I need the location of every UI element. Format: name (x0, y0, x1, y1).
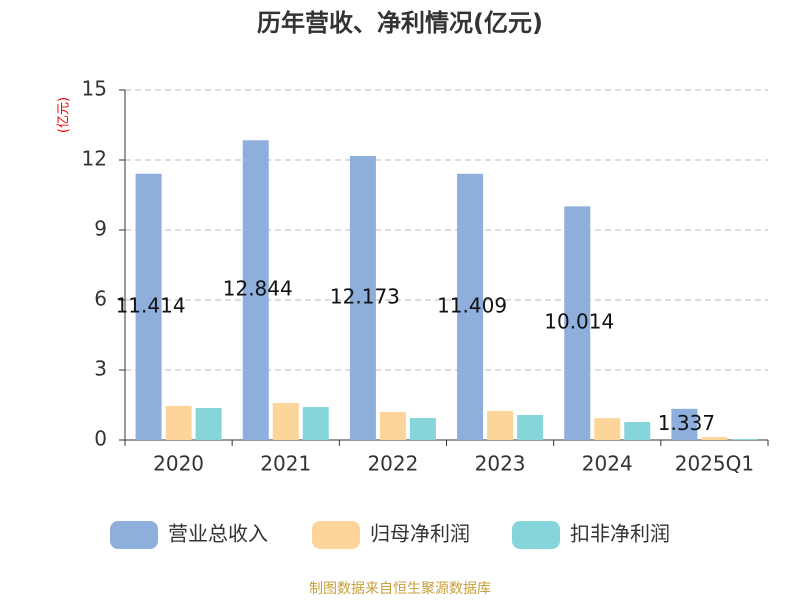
legend-label: 扣非净利润 (570, 522, 670, 546)
legend-swatch (110, 521, 158, 549)
x-tick-label: 2022 (367, 452, 418, 476)
legend-label: 归母净利润 (370, 522, 470, 546)
legend-swatch (312, 521, 360, 549)
bar (564, 206, 591, 440)
bar (594, 418, 621, 440)
bar (379, 412, 406, 440)
y-tick-label: 3 (94, 357, 107, 381)
x-tick-label: 2021 (260, 452, 311, 476)
value-label: 10.014 (544, 310, 614, 334)
chart-title: 历年营收、净利情况(亿元) (257, 9, 543, 37)
y-tick-label: 9 (94, 217, 107, 241)
value-label: 11.414 (116, 293, 186, 317)
bar (409, 418, 436, 440)
y-tick-label: 15 (82, 77, 107, 101)
bar (731, 439, 758, 440)
bar (242, 140, 269, 440)
bar (195, 408, 222, 440)
x-tick-label: 2020 (153, 452, 204, 476)
bar (135, 173, 162, 440)
bar (272, 402, 299, 440)
x-tick-label: 2025Q1 (675, 452, 754, 476)
bar (165, 405, 192, 440)
x-tick-label: 2023 (475, 452, 526, 476)
value-label: 11.409 (437, 293, 507, 317)
y-tick-label: 0 (94, 427, 107, 451)
y-tick-label: 6 (94, 287, 107, 311)
x-tick-label: 2024 (582, 452, 633, 476)
bar (302, 407, 329, 440)
bar (671, 408, 698, 440)
bar (701, 436, 728, 440)
source-note: 制图数据来自恒生聚源数据库 (309, 581, 491, 597)
y-axis-label: (亿元) (57, 97, 72, 133)
value-label: 1.337 (658, 411, 715, 435)
value-label: 12.173 (330, 284, 400, 308)
bar (624, 422, 651, 440)
bar (457, 173, 484, 441)
legend-label: 营业总收入 (168, 522, 268, 546)
bar (349, 155, 376, 441)
bar (517, 415, 544, 440)
legend-swatch (512, 521, 560, 549)
bar (487, 411, 514, 440)
value-label: 12.844 (223, 277, 293, 301)
y-tick-label: 12 (82, 147, 107, 171)
